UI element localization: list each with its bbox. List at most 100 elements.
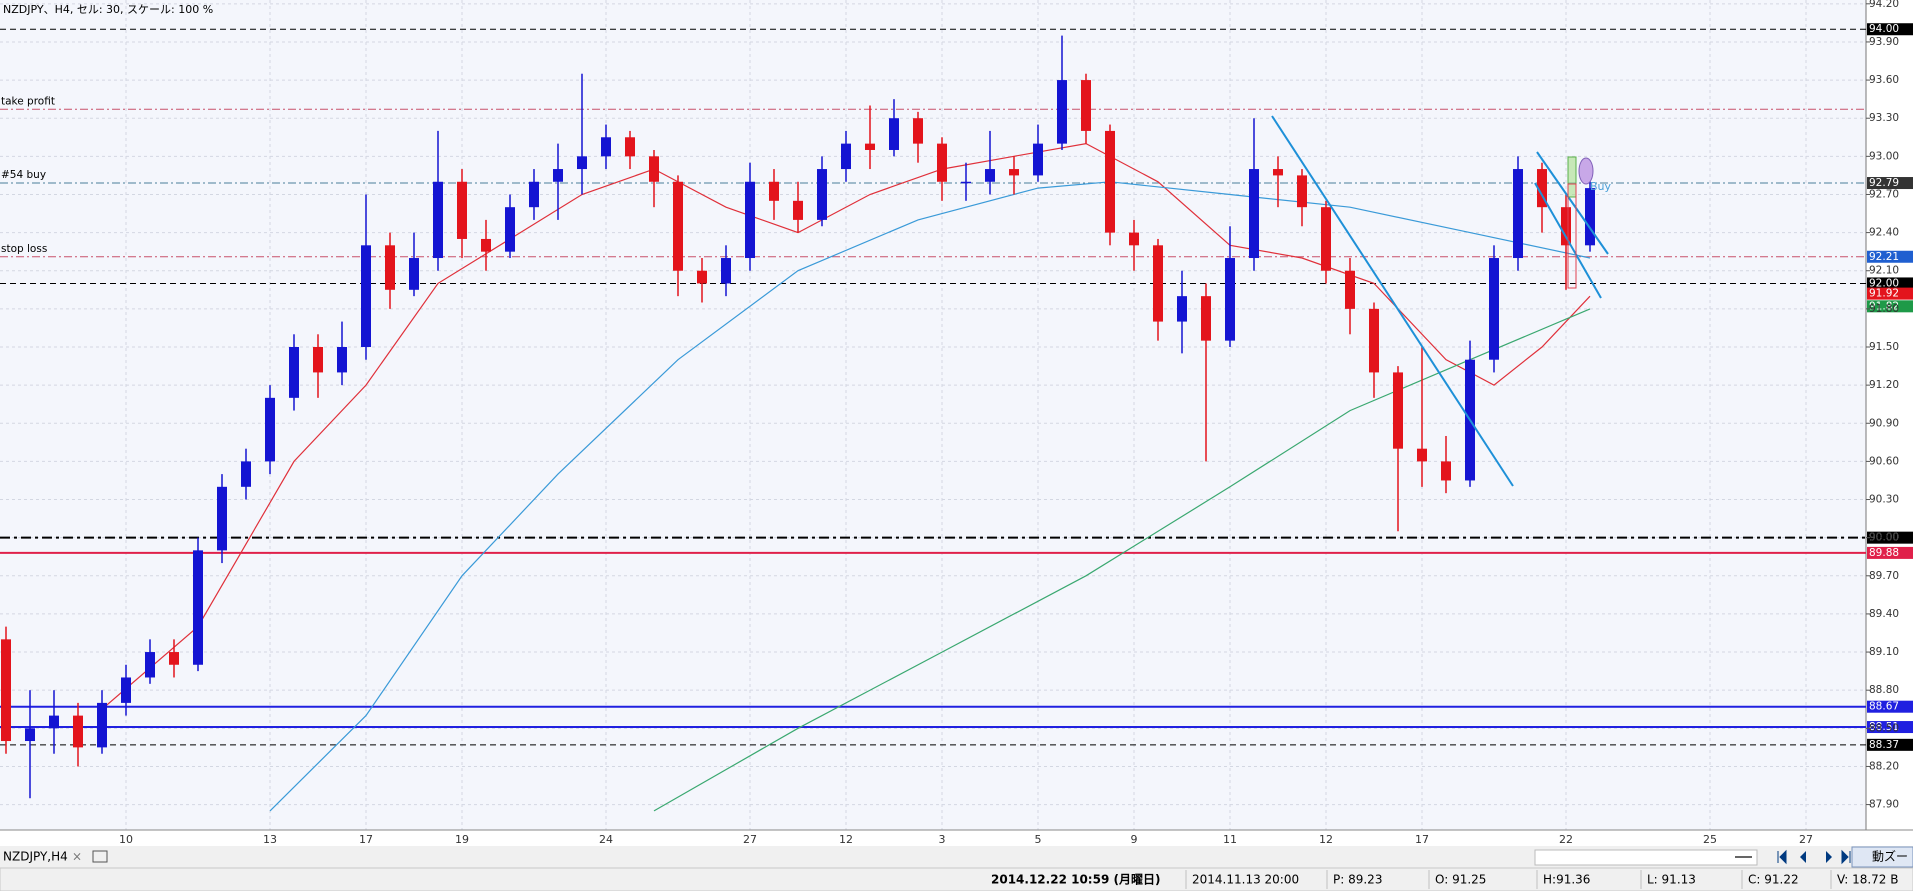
candle-body — [1537, 169, 1547, 208]
candle-body — [841, 143, 851, 170]
level-name: #54 buy — [1, 169, 46, 181]
y-tick-label: 92.10 — [1869, 265, 1899, 277]
moving-average — [653, 308, 1591, 812]
price-box-label: 88.67 — [1869, 701, 1899, 713]
candle-body — [1345, 270, 1355, 309]
price-box-label: 91.82 — [1869, 300, 1899, 312]
candle-body — [625, 137, 635, 157]
price-box-label: 94.00 — [1869, 23, 1899, 35]
zoom-button[interactable] — [1851, 846, 1913, 868]
candle-body — [1009, 169, 1019, 176]
level-name: take profit — [1, 95, 55, 107]
candle-body — [1153, 245, 1163, 322]
price-box — [1867, 300, 1913, 313]
scrollbar[interactable] — [1534, 849, 1758, 866]
y-tick-label: 90.00 — [1869, 532, 1899, 544]
tab-close[interactable]: × — [72, 850, 82, 864]
candle-body — [673, 181, 683, 271]
candle-body — [1561, 207, 1571, 246]
candle-body — [193, 550, 203, 665]
order-label: Buy — [1590, 180, 1612, 193]
candle-body — [865, 143, 875, 150]
x-tick-label: 3 — [939, 833, 946, 846]
status-field: 2014.12.22 10:59 (月曜日) — [991, 873, 1160, 887]
candle-body — [1489, 258, 1499, 360]
y-tick-label: 90.60 — [1869, 455, 1899, 467]
y-tick-label: 90.90 — [1869, 417, 1899, 429]
nav-first[interactable] — [1777, 849, 1787, 865]
candle-body — [1129, 232, 1139, 246]
candle-body — [601, 137, 611, 157]
nav-last[interactable] — [1841, 849, 1851, 865]
y-tick-label: 88.20 — [1869, 760, 1899, 772]
order-marker[interactable] — [1578, 157, 1594, 185]
candle-body — [529, 181, 539, 208]
candle-body — [1, 639, 11, 742]
candle-body — [961, 181, 971, 184]
candle-body — [649, 156, 659, 182]
candle-body — [385, 245, 395, 290]
candle-body — [577, 156, 587, 170]
status-field: O: 91.25 — [1435, 873, 1486, 887]
y-tick-label: 91.80 — [1869, 303, 1899, 315]
candle-body — [1057, 80, 1067, 144]
price-box — [1867, 721, 1913, 734]
price-box-label: 92.21 — [1869, 251, 1899, 263]
trendline[interactable] — [1271, 115, 1514, 487]
price-box — [1867, 531, 1913, 544]
candle-body — [745, 181, 755, 259]
y-tick-label: 92.70 — [1869, 188, 1899, 200]
x-tick-label: 27 — [1799, 833, 1813, 846]
candle-body — [505, 207, 515, 252]
candle-body — [97, 702, 107, 748]
candle-body — [913, 118, 923, 144]
candle-body — [793, 200, 803, 220]
candle-body — [217, 486, 227, 551]
x-tick-label: 11 — [1223, 833, 1237, 846]
price-box-label: 92.79 — [1869, 177, 1899, 189]
candle-body — [433, 181, 443, 259]
candle-body — [1081, 80, 1091, 131]
x-tick-label: 12 — [1319, 833, 1333, 846]
candle-body — [1513, 169, 1523, 259]
candle-body — [25, 728, 35, 742]
order-rect — [1567, 183, 1577, 289]
price-axis-background — [1866, 0, 1913, 830]
y-tick-label: 88.80 — [1869, 684, 1899, 696]
candle-body — [361, 245, 371, 347]
candle-body — [1033, 143, 1043, 176]
candle-body — [721, 258, 731, 284]
moving-average — [269, 181, 1591, 812]
status-field: L: 91.13 — [1647, 873, 1696, 887]
candle-body — [1297, 175, 1307, 208]
candle-body — [697, 270, 707, 284]
candle-body — [937, 143, 947, 182]
tab-name[interactable]: NZDJPY,H4 — [3, 850, 68, 864]
trendline[interactable] — [1536, 151, 1609, 255]
candle-body — [337, 346, 347, 373]
candle-body — [289, 346, 299, 398]
status-field: V: 18.72 B — [1837, 873, 1899, 887]
x-tick-label: 10 — [119, 833, 133, 846]
nav-prev[interactable] — [1800, 851, 1806, 863]
x-tick-label: 24 — [599, 833, 613, 846]
candle-body — [1201, 296, 1211, 341]
candle-body — [553, 169, 563, 182]
candle-body — [169, 652, 179, 665]
nav-next[interactable] — [1826, 851, 1832, 863]
candle-body — [1585, 188, 1595, 246]
y-tick-label: 94.20 — [1869, 0, 1899, 10]
candle-body — [241, 461, 251, 487]
order-rect — [1567, 156, 1577, 198]
candle-body — [1441, 461, 1451, 481]
status-field: C: 91.22 — [1748, 873, 1799, 887]
x-tick-label: 5 — [1035, 833, 1042, 846]
candle-body — [457, 181, 467, 239]
y-tick-label: 91.50 — [1869, 341, 1899, 353]
price-box — [1867, 277, 1913, 290]
candle-body — [121, 677, 131, 703]
price-box — [1867, 177, 1913, 190]
tab-icon[interactable] — [92, 850, 108, 863]
x-tick-label: 25 — [1703, 833, 1717, 846]
